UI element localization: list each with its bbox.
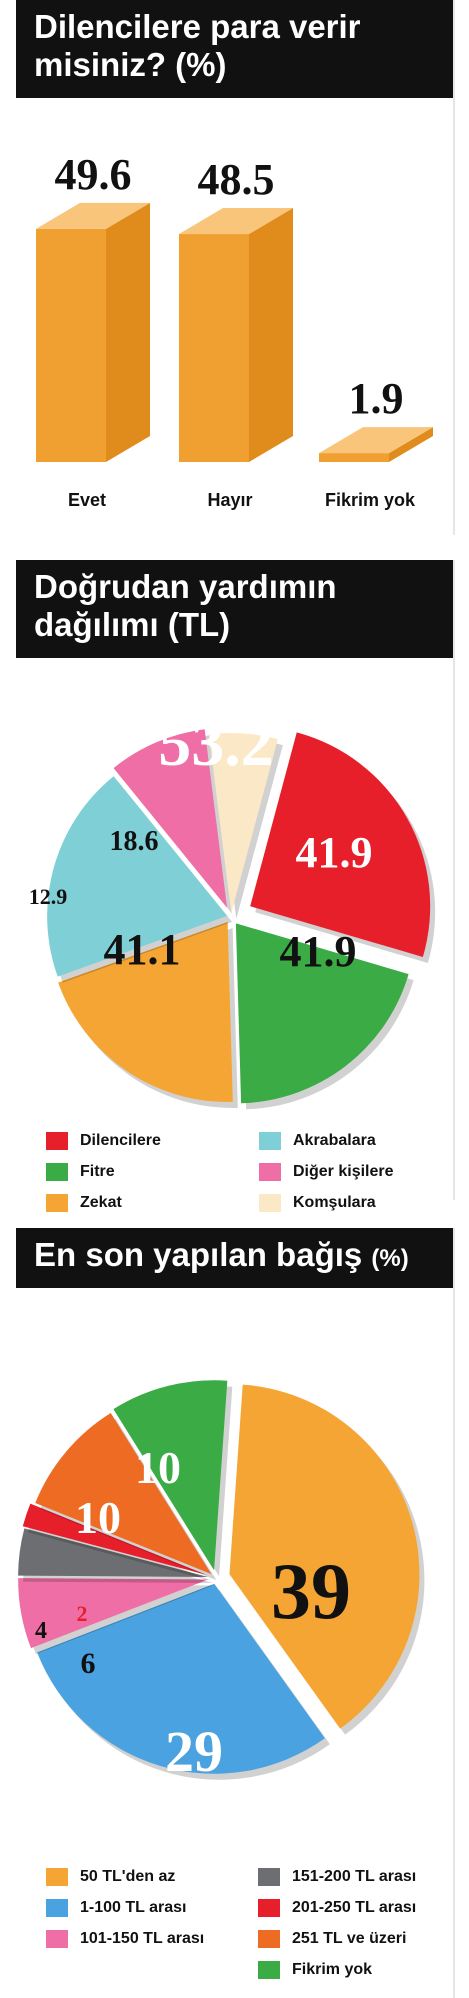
pie2-legend-label: 101-150 TL arası	[80, 1930, 205, 1947]
pie1-legend-swatch	[259, 1194, 281, 1212]
pie2-legend-item-201-250-tl-aras: 201-250 TL arası	[258, 1899, 416, 1917]
bar-evet-top	[36, 202, 150, 229]
pie2-legend-label: 1-100 TL arası	[80, 1899, 187, 1916]
pie2-legend-item-fikrim-yok: Fikrim yok	[258, 1961, 372, 1979]
pie2-legend-label: 50 TL'den az	[80, 1868, 176, 1885]
pie-chart-2-title-main: En son yapılan bağış	[34, 1236, 363, 1273]
pie2-legend-swatch	[258, 1868, 280, 1886]
pie2-legend-item-151-200-tl-aras: 151-200 TL arası	[258, 1868, 416, 1886]
pie2-legend-swatch	[258, 1930, 280, 1948]
pie2-legend-swatch	[46, 1930, 68, 1948]
pie1-value-label-fitre: 41.9	[296, 828, 373, 877]
pie1-legend-label: Dilencilere	[80, 1132, 161, 1149]
pie2-slice-201-250-tl-aras	[22, 1503, 207, 1575]
pie2-value-label-1-100-tl-aras: 29	[165, 1719, 223, 1784]
pie2-value-label-fikrim-yok: 10	[75, 1492, 121, 1543]
pie1-value-label-dilencilere: 53.2	[158, 707, 274, 780]
pie1-slice-zekat	[58, 921, 233, 1102]
pie1-slice-kom-ulara	[208, 733, 278, 914]
pie1-legend-label: Zekat	[80, 1194, 122, 1211]
pie2-value-label-151-200-tl-aras: 4	[35, 1618, 47, 1644]
pie2-legend-label: 151-200 TL arası	[292, 1868, 417, 1885]
pie1-slice-akrabalara	[47, 776, 228, 977]
pie2-legend-item-101-150-tl-aras: 101-150 TL arası	[46, 1930, 204, 1948]
pie-chart-1: 53.2 41.9 41.9 41.1 18.6 12.9	[29, 707, 436, 1110]
pie1-legend-item-zekat: Zekat	[46, 1194, 122, 1212]
bar-hay-r-top	[179, 208, 293, 235]
pie1-legend-label: Diğer kişilere	[293, 1163, 394, 1180]
pie-chart-2-title: En son yapılan bağış (%)	[16, 1228, 453, 1288]
pie-chart-1-title-line1: Doğrudan yardımın	[34, 568, 337, 605]
pie1-legend-swatch	[46, 1132, 68, 1150]
pie2-legend-swatch	[258, 1961, 280, 1979]
pie-chart-1-title-line2: dağılımı (TL)	[34, 606, 231, 643]
pie2-legend-label: 201-250 TL arası	[292, 1899, 417, 1916]
pie2-slice-50-tl-den-az	[229, 1384, 420, 1729]
pie1-legend-item-dilencilere: Dilencilere	[46, 1132, 161, 1150]
bar-fikrim-yok-top	[319, 427, 433, 454]
pie2-legend-item-50-tl-den-az: 50 TL'den az	[46, 1868, 175, 1886]
bar-evet	[36, 228, 106, 462]
bar-hay-r-value-label: 48.5	[198, 155, 275, 204]
pie1-legend-item-kom-ulara: Komşulara	[259, 1194, 376, 1212]
pie2-value-label-251-tl-ve-zeri: 10	[135, 1442, 181, 1493]
bar-evet-category-label: Evet	[68, 490, 106, 510]
pie2-legend-item-1-100-tl-aras: 1-100 TL arası	[46, 1899, 186, 1917]
bar-hay-r-category-label: Hayır	[207, 490, 252, 510]
pie2-legend-label: 251 TL ve üzeri	[292, 1930, 407, 1947]
pie2-value-label-201-250-tl-aras: 2	[77, 1601, 88, 1626]
bar-fikrim-yok-side	[389, 427, 433, 462]
pie-chart-1-title: Doğrudan yardımın dağılımı (TL)	[16, 560, 453, 658]
pie2-legend-swatch	[46, 1868, 68, 1886]
bar-fikrim-yok-category-label: Fikrim yok	[325, 490, 416, 510]
bar-chart-panel: Dilencilere para verir misiniz? (%) 49.6…	[16, 0, 455, 535]
pie1-value-label-di-er-ki-ilere: 18.6	[110, 826, 159, 857]
pie2-value-label-101-150-tl-aras: 6	[81, 1647, 96, 1680]
pie2-slice-151-200-tl-aras	[18, 1528, 209, 1577]
pie1-legend-swatch	[46, 1194, 68, 1212]
pie1-value-label-akrabalara: 41.1	[104, 925, 181, 974]
bar-hay-r	[179, 234, 249, 462]
pie1-legend-item-akrabalara: Akrabalara	[259, 1132, 376, 1150]
bar-chart: 49.6 Evet 48.5 Hayır 1.9 Fikrim yok	[36, 150, 433, 510]
pie2-legend-swatch	[46, 1899, 68, 1917]
pie1-value-label-kom-ulara: 12.9	[29, 884, 68, 909]
pie-chart-2-panel: En son yapılan bağış (%) 39 29 6 4 2 10 10 50 …	[16, 1228, 455, 1998]
pie1-legend-label: Fitre	[80, 1163, 115, 1180]
pie1-legend-swatch	[46, 1163, 68, 1181]
pie1-legend-swatch	[259, 1163, 281, 1181]
pie2-legend-label: Fikrim yok	[292, 1961, 373, 1978]
bar-chart-title: Dilencilere para verir misiniz? (%)	[16, 0, 453, 98]
pie2-slice-251-tl-ve-zeri	[35, 1413, 212, 1575]
bar-fikrim-yok-value-label: 1.9	[349, 374, 404, 423]
pie1-legend-label: Komşulara	[293, 1194, 376, 1211]
pie1-legend-item-fitre: Fitre	[46, 1163, 115, 1181]
pie-chart-1-panel: Doğrudan yardımın dağılımı (TL) 53.2 41.9…	[16, 560, 455, 1212]
bar-evet-value-label: 49.6	[55, 150, 132, 199]
pie1-slice-dilencilere	[250, 732, 431, 957]
bar-hay-r-side	[249, 208, 293, 462]
pie2-value-label-50-tl-den-az: 39	[271, 1548, 351, 1636]
pie2-legend-item-251-tl-ve-zeri: 251 TL ve üzeri	[258, 1930, 406, 1948]
pie2-legend-swatch	[258, 1899, 280, 1917]
pie1-slice-di-er-ki-ilere	[113, 729, 228, 908]
pie1-slice-fitre	[235, 923, 409, 1104]
pie-chart-2-title-unit: (%)	[371, 1245, 409, 1272]
pie1-legend-swatch	[259, 1132, 281, 1150]
pie1-value-label-zekat: 41.9	[280, 927, 357, 976]
pie1-legend-label: Akrabalara	[293, 1132, 376, 1149]
bar-fikrim-yok	[319, 453, 389, 462]
pie2-slice-1-100-tl-aras	[37, 1583, 325, 1774]
pie1-legend-item-di-er-ki-ilere: Diğer kişilere	[259, 1163, 394, 1181]
pie-chart-2: 39 29 6 4 2 10 10	[18, 1380, 425, 1784]
pie2-slice-101-150-tl-aras	[18, 1578, 209, 1649]
bar-evet-side	[106, 202, 150, 462]
pie2-slice-fikrim-yok	[113, 1380, 228, 1571]
